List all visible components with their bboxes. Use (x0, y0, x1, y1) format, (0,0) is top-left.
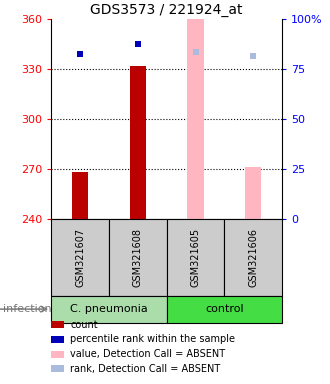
Bar (51, 219, 109, 296)
Bar (245, 167, 261, 219)
Text: percentile rank within the sample: percentile rank within the sample (70, 334, 235, 344)
Bar (109, 219, 167, 296)
Bar (72, 172, 88, 219)
Text: GSM321605: GSM321605 (190, 228, 201, 287)
Bar (167, 219, 224, 296)
Text: value, Detection Call = ABSENT: value, Detection Call = ABSENT (70, 349, 225, 359)
Text: GSM321607: GSM321607 (75, 228, 85, 287)
Bar (167, 296, 282, 323)
Text: C. pneumonia: C. pneumonia (70, 304, 148, 314)
Bar (130, 66, 146, 219)
Text: GSM321606: GSM321606 (248, 228, 258, 287)
Text: rank, Detection Call = ABSENT: rank, Detection Call = ABSENT (70, 364, 220, 374)
Text: count: count (70, 320, 98, 330)
Bar (51, 296, 167, 323)
Text: infection: infection (3, 304, 52, 314)
Bar (187, 19, 204, 219)
Title: GDS3573 / 221924_at: GDS3573 / 221924_at (90, 3, 243, 17)
Text: control: control (205, 304, 244, 314)
Bar (224, 219, 282, 296)
Text: GSM321608: GSM321608 (133, 228, 143, 287)
